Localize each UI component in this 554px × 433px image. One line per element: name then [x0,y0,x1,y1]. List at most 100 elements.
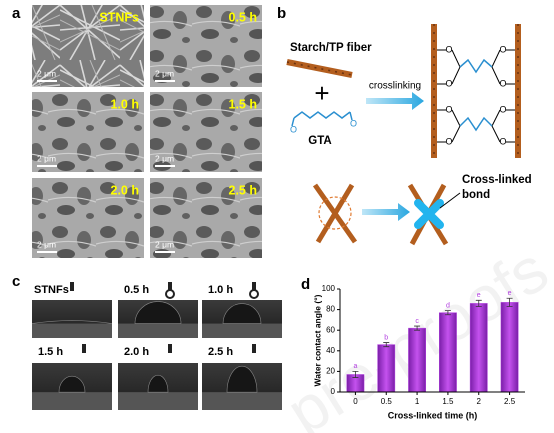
needle [82,344,86,353]
bond-label: bond [462,189,490,201]
sem-label: 0.5 h [229,10,258,24]
substrate [118,323,198,338]
fiber-label: Starch/TP fiber [290,42,372,54]
junction [318,196,352,230]
bar [439,312,457,393]
atom: O [445,104,452,114]
panel-label: b [277,5,286,22]
panel-label: d [301,276,310,293]
bond-mark [414,199,444,229]
y-tick-label: 20 [326,367,335,376]
error-bar [506,297,513,307]
atom: O [290,124,297,134]
scale-label: 2 μm [155,153,174,163]
x-tick-label: 2.5 [504,397,516,406]
needle [70,282,74,291]
y-tick-label: 60 [326,325,335,334]
needle [168,282,172,291]
scale-label: 2 μm [37,153,56,163]
x-tick-label: 2 [477,397,482,406]
hanging-drop [165,289,175,299]
sem-image [150,5,262,87]
scale-label: 2 μm [155,239,174,249]
atom: O [445,136,452,146]
scale-label: 2 μm [37,239,56,249]
y-axis-label: Water contact angle (°) [312,294,322,386]
atom: O [499,78,506,88]
sem-image [32,178,144,258]
x-tick-label: 0.5 [381,397,393,406]
substrate [202,323,282,338]
significance-label: e [477,292,481,299]
droplet-label: 0.5 h [124,284,149,296]
hanging-drop [249,289,259,299]
x-tick-label: 1.5 [442,397,454,406]
sem-image [150,178,262,258]
arrow [362,203,410,221]
droplet-label: STNFs [34,284,69,296]
droplet [222,303,262,324]
panel-label: a [12,5,21,22]
gta-chain [293,111,351,119]
atom: O [499,44,506,54]
scheme: Starch/TP fiber + O O GTA crosslinking O… [286,24,532,246]
scale-label: 2 μm [37,68,56,78]
bond [291,117,295,127]
axes [339,289,525,393]
substrate [202,392,282,410]
scale-label: 2 μm [155,68,174,78]
crosslink [459,116,493,132]
fiber [315,183,355,244]
y-tick-label: 100 [322,284,336,293]
sem-image [150,92,262,172]
needle [252,282,256,291]
droplet-label: 2.5 h [208,346,233,358]
sem-label: 1.0 h [111,97,140,111]
y-tick-label: 40 [326,346,335,355]
droplet [226,365,258,393]
atom: O [445,44,452,54]
atom: O [350,118,357,128]
substrate [118,392,198,410]
bond [349,111,353,121]
x-tick-label: 1 [415,397,420,406]
needle [168,344,172,353]
atom: O [445,78,452,88]
bond-label: Cross-linked [462,174,532,186]
significance-label: b [384,334,388,341]
bar [469,303,488,393]
arrow-label: crosslinking [369,81,421,92]
substrate [32,392,112,410]
droplet [31,320,113,324]
atom: O [499,136,506,146]
pointer [439,192,461,209]
significance-label: d [446,302,450,309]
sem-label: 2.5 h [229,183,258,197]
atom: O [499,104,506,114]
bar [408,327,426,393]
error-bar [414,325,421,331]
droplet-label: 1.5 h [38,346,63,358]
arrow [366,92,424,110]
y-tick-label: 80 [326,305,335,314]
sem-label: STNFs [99,10,139,24]
x-tick-label: 0 [353,397,358,406]
needle [252,344,256,353]
crosslink [459,58,493,74]
droplet-label: 2.0 h [124,346,149,358]
reagent-label: GTA [308,135,331,147]
significance-label: a [353,363,357,370]
substrate [32,323,112,338]
significance-label: e [508,290,512,297]
sem-label: 1.5 h [229,97,258,111]
x-axis-label: Cross-linked time (h) [388,410,478,420]
sem-image [32,5,144,87]
plus: + [314,78,329,108]
bar [377,344,396,393]
panel-label: c [12,273,20,290]
sem-label: 2.0 h [111,183,140,197]
significance-label: c [415,318,419,325]
error-bar [383,342,390,348]
droplet [58,375,86,393]
